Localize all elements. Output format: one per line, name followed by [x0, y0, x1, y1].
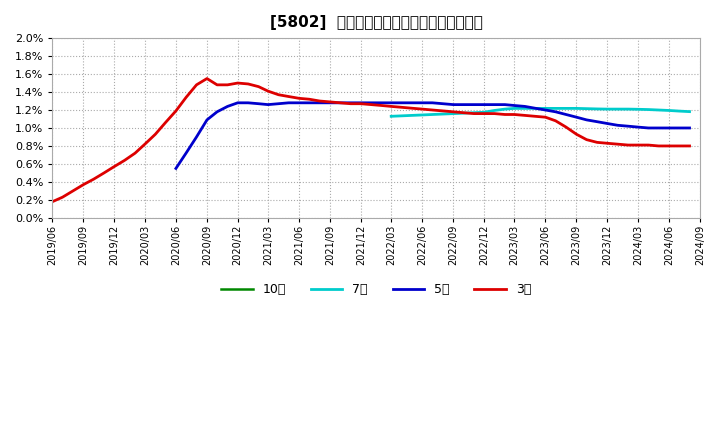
Title: [5802]  経常利益マージンの標準偏差の推移: [5802] 経常利益マージンの標準偏差の推移: [270, 15, 482, 30]
Line: 5年: 5年: [176, 103, 690, 169]
Legend: 10年, 7年, 5年, 3年: 10年, 7年, 5年, 3年: [216, 279, 536, 301]
Line: 7年: 7年: [391, 108, 690, 116]
Line: 3年: 3年: [53, 79, 690, 202]
